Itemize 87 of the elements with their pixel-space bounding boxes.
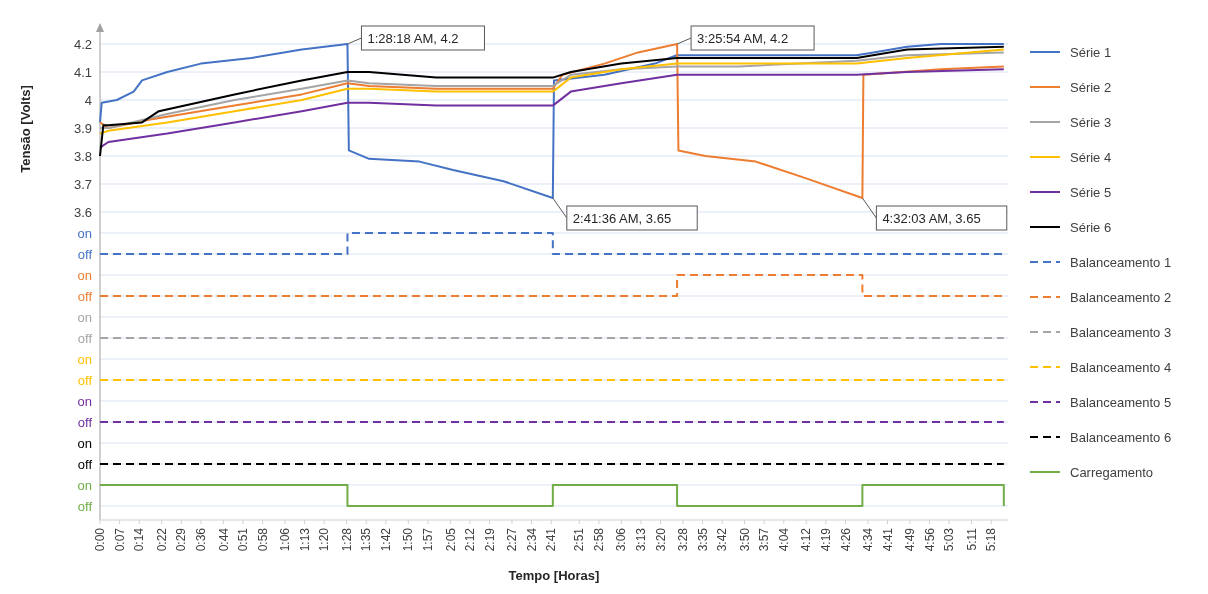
legend-label: Balanceamento 4 bbox=[1070, 359, 1172, 375]
x-tick-label: 2:12 bbox=[463, 527, 478, 552]
x-tick-label: 3:57 bbox=[757, 527, 772, 552]
x-tick-label: 1:42 bbox=[379, 527, 394, 552]
line-series bbox=[99, 68, 1005, 149]
x-tick-label: 3:35 bbox=[695, 527, 710, 552]
x-tick-label: 4:56 bbox=[922, 527, 937, 552]
y-tick-label: off bbox=[77, 456, 93, 472]
y-tick-label: 4 bbox=[84, 92, 92, 108]
annotation: 3:25:54 AM, 4.2 bbox=[697, 30, 789, 46]
annotation: 4:32:03 AM, 3.65 bbox=[882, 210, 981, 226]
x-tick-label: 3:50 bbox=[737, 527, 752, 552]
line-series bbox=[99, 45, 1005, 157]
y-tick-label: 4.1 bbox=[73, 64, 92, 80]
x-tick-label: 2:34 bbox=[524, 527, 539, 552]
x-tick-label: 4:49 bbox=[903, 527, 918, 552]
x-tick-label: 5:11 bbox=[964, 527, 979, 551]
y-tick-label: on bbox=[77, 267, 92, 283]
x-tick-label: 0:44 bbox=[216, 527, 231, 552]
legend-label: Série 4 bbox=[1070, 149, 1112, 165]
y-tick-label: 3.7 bbox=[73, 176, 92, 192]
y-tick-label: 3.8 bbox=[73, 148, 92, 164]
y-tick-label: 3.9 bbox=[73, 120, 92, 136]
x-tick-label: 1:35 bbox=[359, 527, 374, 552]
x-tick-label: 0:00 bbox=[93, 527, 108, 552]
x-tick-label: 1:28 bbox=[339, 527, 354, 552]
x-tick-label: 4:12 bbox=[799, 527, 814, 552]
x-tick-label: 3:06 bbox=[614, 527, 629, 552]
x-tick-label: 5:18 bbox=[984, 527, 999, 552]
x-tick-label: 2:19 bbox=[482, 527, 497, 552]
legend-label: Balanceamento 2 bbox=[1070, 289, 1172, 305]
y-tick-label: on bbox=[77, 393, 92, 409]
x-tick-label: 3:28 bbox=[676, 527, 691, 552]
x-axis-title: Tempo [Horas] bbox=[508, 568, 600, 583]
x-tick-label: 1:50 bbox=[401, 527, 416, 552]
annotation: 2:41:36 AM, 3.65 bbox=[572, 210, 672, 226]
x-tick-label: 0:58 bbox=[255, 527, 270, 552]
x-tick-label: 2:27 bbox=[505, 527, 520, 552]
x-tick-label: 5:03 bbox=[942, 527, 957, 552]
legend-label: Série 6 bbox=[1070, 219, 1112, 235]
x-tick-label: 0:29 bbox=[174, 527, 189, 552]
x-tick-label: 2:41 bbox=[544, 527, 559, 552]
x-tick-label: 0:22 bbox=[154, 527, 169, 552]
x-tick-label: 0:14 bbox=[132, 527, 147, 552]
x-tick-label: 1:57 bbox=[421, 527, 436, 552]
x-tick-label: 0:36 bbox=[194, 527, 209, 552]
legend-label: Balanceamento 1 bbox=[1070, 254, 1172, 270]
y-tick-label: off bbox=[77, 498, 93, 514]
legend-label: Balanceamento 5 bbox=[1070, 394, 1172, 410]
x-tick-label: 4:26 bbox=[838, 527, 853, 552]
x-tick-label: 3:20 bbox=[653, 527, 668, 552]
y-axis-title: Tensão [Volts] bbox=[18, 85, 33, 173]
x-tick-label: 3:42 bbox=[715, 527, 730, 552]
x-tick-label: 2:58 bbox=[592, 527, 607, 552]
legend-label: Balanceamento 3 bbox=[1070, 324, 1172, 340]
x-tick-label: 0:51 bbox=[236, 527, 251, 552]
x-tick-label: 4:41 bbox=[880, 527, 895, 552]
x-tick-label: 4:34 bbox=[861, 527, 876, 552]
legend-label: Carregamento bbox=[1070, 464, 1154, 480]
x-tick-label: 4:19 bbox=[819, 527, 834, 552]
x-tick-label: 1:13 bbox=[297, 527, 312, 552]
annotation: 1:28:18 AM, 4.2 bbox=[367, 30, 459, 46]
y-tick-label: on bbox=[77, 225, 92, 241]
y-tick-label: 4.2 bbox=[73, 36, 92, 52]
y-tick-label: on bbox=[77, 351, 92, 367]
x-tick-label: 1:20 bbox=[317, 527, 332, 552]
y-tick-label: off bbox=[77, 330, 93, 346]
legend-label: Série 5 bbox=[1070, 184, 1112, 200]
x-tick-label: 1:06 bbox=[278, 527, 293, 552]
y-tick-label: on bbox=[77, 435, 92, 451]
x-tick-label: 2:51 bbox=[572, 527, 587, 552]
y-tick-label: off bbox=[77, 414, 93, 430]
x-tick-label: 0:07 bbox=[112, 527, 127, 552]
y-tick-label: off bbox=[77, 246, 93, 262]
y-tick-label: off bbox=[77, 288, 93, 304]
y-tick-label: off bbox=[77, 372, 93, 388]
legend-label: Balanceamento 6 bbox=[1070, 429, 1172, 445]
x-tick-label: 4:04 bbox=[777, 527, 792, 552]
line-series bbox=[99, 43, 1005, 199]
legend-label: Série 1 bbox=[1070, 44, 1112, 60]
y-tick-label: 3.6 bbox=[73, 204, 92, 220]
x-tick-label: 3:13 bbox=[634, 527, 649, 552]
y-tick-label: on bbox=[77, 309, 92, 325]
y-tick-label: on bbox=[77, 477, 92, 493]
legend-label: Série 3 bbox=[1070, 114, 1112, 130]
x-tick-label: 2:05 bbox=[443, 527, 458, 552]
legend-label: Série 2 bbox=[1070, 79, 1112, 95]
